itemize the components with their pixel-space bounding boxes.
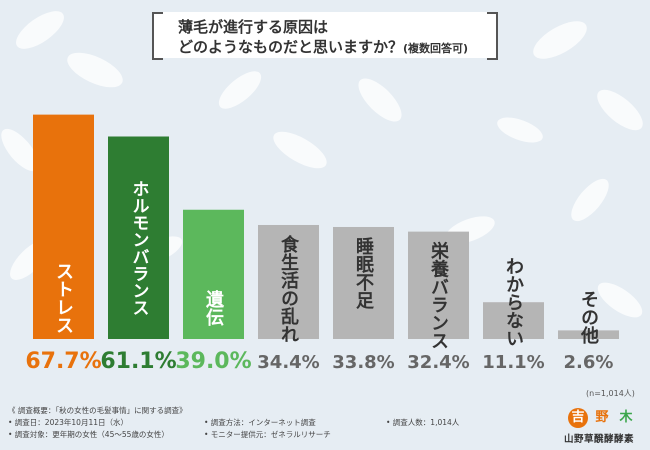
bar-1	[33, 114, 94, 339]
bar-value-label-7: 11.1%	[482, 352, 544, 373]
logo-mark-3: 木	[619, 410, 633, 425]
bar-value-label-5: 33.8%	[332, 352, 394, 373]
bar-category-label-1: ストレス	[53, 262, 74, 334]
bar-6	[408, 231, 469, 339]
question-title-line2-text: どのようなものだと思いますか？	[178, 38, 404, 56]
bar-category-label-4: 食生活の乱れ	[278, 234, 300, 343]
bar-value-label-6: 32.4%	[407, 352, 469, 373]
bar-2	[108, 136, 169, 339]
bar-value-label-1: 67.7%	[25, 349, 101, 374]
footer-date: • 調査日：2023年10月11日（水）	[8, 418, 128, 427]
bar-category-label-7: わからない	[503, 257, 524, 347]
bar-category-label-5: 睡眠不足	[353, 237, 374, 310]
brand-logo: 吉 野 木 山野草醗酵酵素	[564, 408, 646, 448]
question-title-line1: 薄毛が進行する原因は	[178, 18, 329, 36]
survey-footer: 《 調査概要：「秋の女性の毛髪事情」に関する調査》 • 調査日：2023年10月…	[8, 405, 548, 447]
title-bracket-left	[152, 12, 163, 60]
bar-3	[183, 209, 244, 339]
bar-value-label-8: 2.6%	[564, 352, 614, 373]
footer-target: • 調査対象：更年期の女性（45〜55歳の女性）	[8, 430, 169, 439]
sample-size-note: (n=1,014人)	[586, 389, 635, 398]
footer-provider: • モニター提供元：ゼネラルリサーチ	[204, 430, 331, 439]
bar-7	[483, 302, 544, 339]
footer-count: • 調査人数：1,014人	[386, 418, 460, 427]
footer-overview: 《 調査概要：「秋の女性の毛髪事情」に関する調査》	[8, 406, 187, 415]
bar-5	[333, 226, 394, 339]
bar-category-label-6: 栄養バランス	[428, 240, 450, 349]
question-title-note: (複数回答可)	[403, 42, 469, 55]
bar-8	[558, 330, 619, 339]
bar-value-label-2: 61.1%	[100, 349, 176, 374]
logo-mark-1: 吉	[568, 408, 588, 428]
brand-logo-text: 山野草醗酵酵素	[564, 434, 635, 445]
question-title-box: 薄毛が進行する原因は どのようなものだと思いますか？(複数回答可)	[152, 12, 498, 60]
bar-4	[258, 224, 319, 339]
question-title-line2: どのようなものだと思いますか？(複数回答可)	[178, 36, 468, 57]
bar-value-label-4: 34.4%	[257, 352, 319, 373]
bar-value-label-3: 39.0%	[175, 349, 251, 374]
title-bracket-right	[487, 12, 498, 60]
brand-logo-marks: 吉 野 木	[568, 408, 640, 430]
bar-category-label-2: ホルモンバランス	[129, 180, 150, 316]
bar-category-label-8: その他	[578, 290, 600, 344]
bar-category-label-3: 遺伝	[203, 289, 224, 327]
footer-method: • 調査方法：インターネット調査	[204, 418, 316, 427]
logo-mark-2: 野	[595, 410, 609, 425]
